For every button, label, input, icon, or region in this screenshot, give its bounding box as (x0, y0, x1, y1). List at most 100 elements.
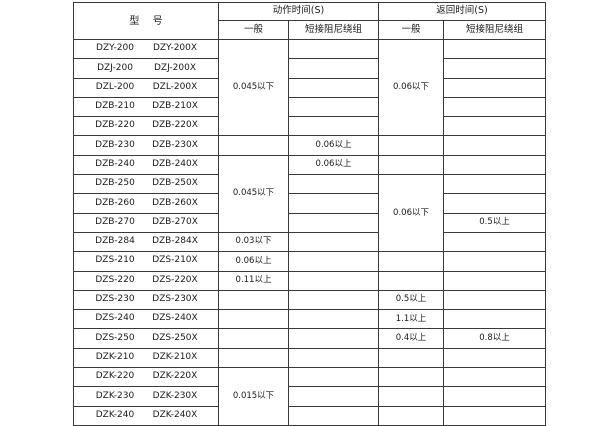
model-variant: DZB-284X (152, 236, 198, 247)
action-damping-value (287, 174, 380, 195)
return-damping-value (443, 77, 547, 98)
return-general-value: 0.5以上 (378, 289, 445, 311)
return-general-value (443, 231, 547, 253)
model-base: DZS-250 (95, 332, 135, 343)
model-variant: DZY-200X (152, 43, 198, 54)
model-base: DZS-230 (95, 294, 135, 305)
action-damping-value (287, 231, 380, 253)
table-row: DZB-270 DZB-270X 0.5以上 (73, 212, 547, 233)
table-row: DZJ-200 DZJ-200X (73, 58, 547, 79)
model-cell: DZK-230 DZK-230X (73, 386, 219, 407)
return-damping-value (443, 270, 547, 291)
return-general-value (378, 135, 445, 156)
return-damping-value (443, 193, 547, 214)
column-header-return-damping: 短接阻尼绕组 (443, 20, 547, 40)
action-damping-value (287, 96, 380, 118)
model-variant: DZB-260X (152, 197, 198, 208)
return-general-value: 0.4以上 (378, 328, 445, 349)
model-base: DZY-200 (96, 43, 134, 54)
table-row: DZK-240 DZK-240X (73, 405, 547, 426)
action-damping-value: 0.06以上 (287, 154, 380, 176)
model-base: DZS-220 (95, 274, 135, 285)
action-damping-value (287, 38, 380, 60)
model-base: DZK-210 (95, 351, 135, 362)
model-variant: DZK-220X (152, 371, 198, 382)
return-damping-value (443, 154, 547, 176)
table-header: 型 号 动作时间(S) 返回时间(S) 一般 短接阻尼绕组 一般 短接阻尼绕组 (73, 2, 547, 40)
action-damping-value (287, 193, 380, 214)
action-general-value (218, 289, 289, 311)
model-variant: DZB-210X (152, 101, 198, 112)
table-body: DZY-200 DZY-200X 0.045以下 0.06以下 DZJ-200 DZ… (73, 38, 547, 426)
return-damping-value (443, 251, 547, 272)
model-variant: DZB-230X (152, 139, 198, 150)
action-general-value: 0.06以上 (218, 251, 289, 272)
return-general-value: 1.1以上 (378, 309, 445, 330)
model-variant: DZS-220X (152, 274, 198, 285)
return-general-value (378, 386, 445, 407)
return-damping-value (443, 347, 547, 369)
model-variant: DZS-210X (152, 255, 198, 266)
model-cell: DZB-240 DZB-240X (73, 154, 219, 176)
return-damping-value: 0.5以上 (443, 212, 547, 233)
action-damping-value (287, 386, 380, 407)
model-cell: DZJ-200 DZJ-200X (73, 58, 219, 79)
return-damping-value (443, 96, 547, 118)
table-row: DZB-240 DZB-240X 0.045以下 0.06以上 (73, 154, 547, 233)
relay-timing-specification-table: 型 号 动作时间(S) 返回时间(S) 一般 短接阻尼绕组 一般 短接阻尼绕组 … (73, 2, 547, 426)
table-row: DZB-260 DZB-260X (73, 193, 547, 214)
model-variant: DZS-230X (152, 294, 198, 305)
action-general-value (218, 135, 289, 156)
table-row: DZL-200 DZL-200X (73, 77, 547, 98)
model-cell: DZB-220 DZB-220X (73, 116, 219, 137)
model-variant: DZB-270X (152, 216, 198, 227)
model-variant: DZJ-200X (153, 62, 197, 73)
model-base: DZL-200 (95, 81, 135, 92)
return-damping-value (443, 58, 547, 79)
table-row: DZB-250 DZB-250X 0.06以下 (73, 174, 547, 253)
column-header-return-general: 一般 (378, 20, 445, 40)
model-cell: DZK-210 DZK-210X (73, 347, 219, 369)
model-cell: DZS-240 DZS-240X (73, 309, 219, 330)
header-row-groups: 型 号 动作时间(S) 返回时间(S) (73, 2, 547, 40)
table-row: DZS-230 DZS-230X 0.5以上 (73, 289, 547, 311)
return-general-value (378, 154, 445, 176)
return-damping-value: 0.8以上 (443, 328, 547, 349)
model-variant: DZK-240X (152, 409, 198, 420)
model-variant: DZB-220X (152, 120, 198, 131)
column-header-model: 型 号 (73, 2, 219, 40)
model-cell: DZB-260 DZB-260X (73, 193, 219, 214)
model-cell: DZB-210 DZB-210X (73, 96, 219, 118)
action-damping-value (287, 251, 380, 272)
model-base: DZB-240 (95, 158, 135, 169)
return-general-value: 0.06以下 (378, 38, 445, 137)
table-row: DZB-220 DZB-220X (73, 116, 547, 137)
model-base: DZS-210 (95, 255, 135, 266)
return-damping-value (443, 38, 547, 60)
model-cell: DZS-230 DZS-230X (73, 289, 219, 311)
model-cell: DZK-220 DZK-220X (73, 367, 219, 388)
model-cell: DZB-284 DZB-284X (73, 231, 219, 253)
table-row: DZK-220 DZK-220X 0.015以下 (73, 367, 547, 426)
table-row: DZK-210 DZK-210X (73, 347, 547, 369)
action-damping-value (287, 116, 380, 137)
action-damping-value: 0.06以上 (287, 135, 380, 156)
model-variant: DZL-200X (152, 81, 198, 92)
table-row: DZK-230 DZK-230X (73, 386, 547, 407)
model-cell: DZS-250 DZS-250X (73, 328, 219, 349)
column-header-action-damping: 短接阻尼绕组 (287, 20, 380, 40)
column-header-action-time: 动作时间(S) (217, 2, 380, 21)
table-row: DZB-230 DZB-230X 0.06以上 (73, 135, 547, 156)
action-damping-value (287, 367, 380, 388)
model-base: DZK-230 (95, 390, 135, 401)
return-damping-value (443, 405, 547, 426)
action-general-value (218, 328, 289, 349)
return-general-value (378, 347, 445, 369)
model-base: DZB-230 (95, 139, 135, 150)
return-damping-value (443, 386, 547, 407)
column-header-action-general: 一般 (218, 20, 289, 40)
model-base: DZK-220 (95, 371, 135, 382)
specification-table-container: 型 号 动作时间(S) 返回时间(S) 一般 短接阻尼绕组 一般 短接阻尼绕组 … (73, 2, 547, 426)
action-damping-value (287, 347, 380, 369)
action-damping-value (287, 58, 380, 79)
